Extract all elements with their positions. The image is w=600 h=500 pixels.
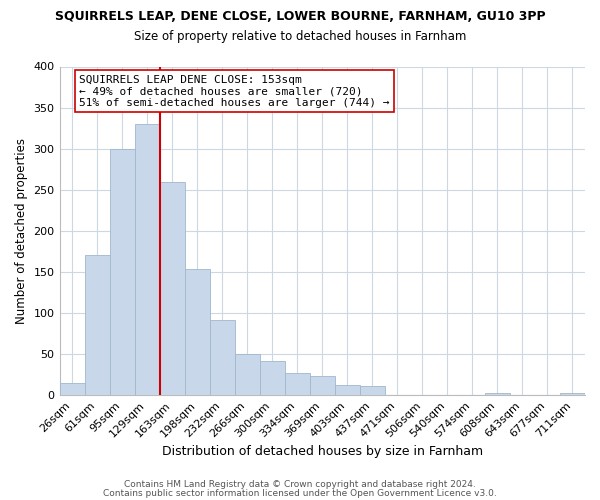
Bar [85,256,110,395]
X-axis label: Distribution of detached houses by size in Farnham: Distribution of detached houses by size … [162,444,483,458]
Text: Contains HM Land Registry data © Crown copyright and database right 2024.: Contains HM Land Registry data © Crown c… [124,480,476,489]
Bar [310,376,335,395]
Bar [110,148,134,395]
Bar [260,360,285,395]
Bar [134,124,160,395]
Bar [560,392,585,395]
Bar [160,182,185,395]
Text: Contains public sector information licensed under the Open Government Licence v3: Contains public sector information licen… [103,488,497,498]
Bar [485,392,510,395]
Bar [209,320,235,395]
Bar [285,373,310,395]
Text: SQUIRRELS LEAP DENE CLOSE: 153sqm
← 49% of detached houses are smaller (720)
51%: SQUIRRELS LEAP DENE CLOSE: 153sqm ← 49% … [79,74,389,108]
Text: SQUIRRELS LEAP, DENE CLOSE, LOWER BOURNE, FARNHAM, GU10 3PP: SQUIRRELS LEAP, DENE CLOSE, LOWER BOURNE… [55,10,545,23]
Bar [360,386,385,395]
Y-axis label: Number of detached properties: Number of detached properties [15,138,28,324]
Bar [235,354,260,395]
Text: Size of property relative to detached houses in Farnham: Size of property relative to detached ho… [134,30,466,43]
Bar [59,383,85,395]
Bar [185,270,209,395]
Bar [335,386,360,395]
